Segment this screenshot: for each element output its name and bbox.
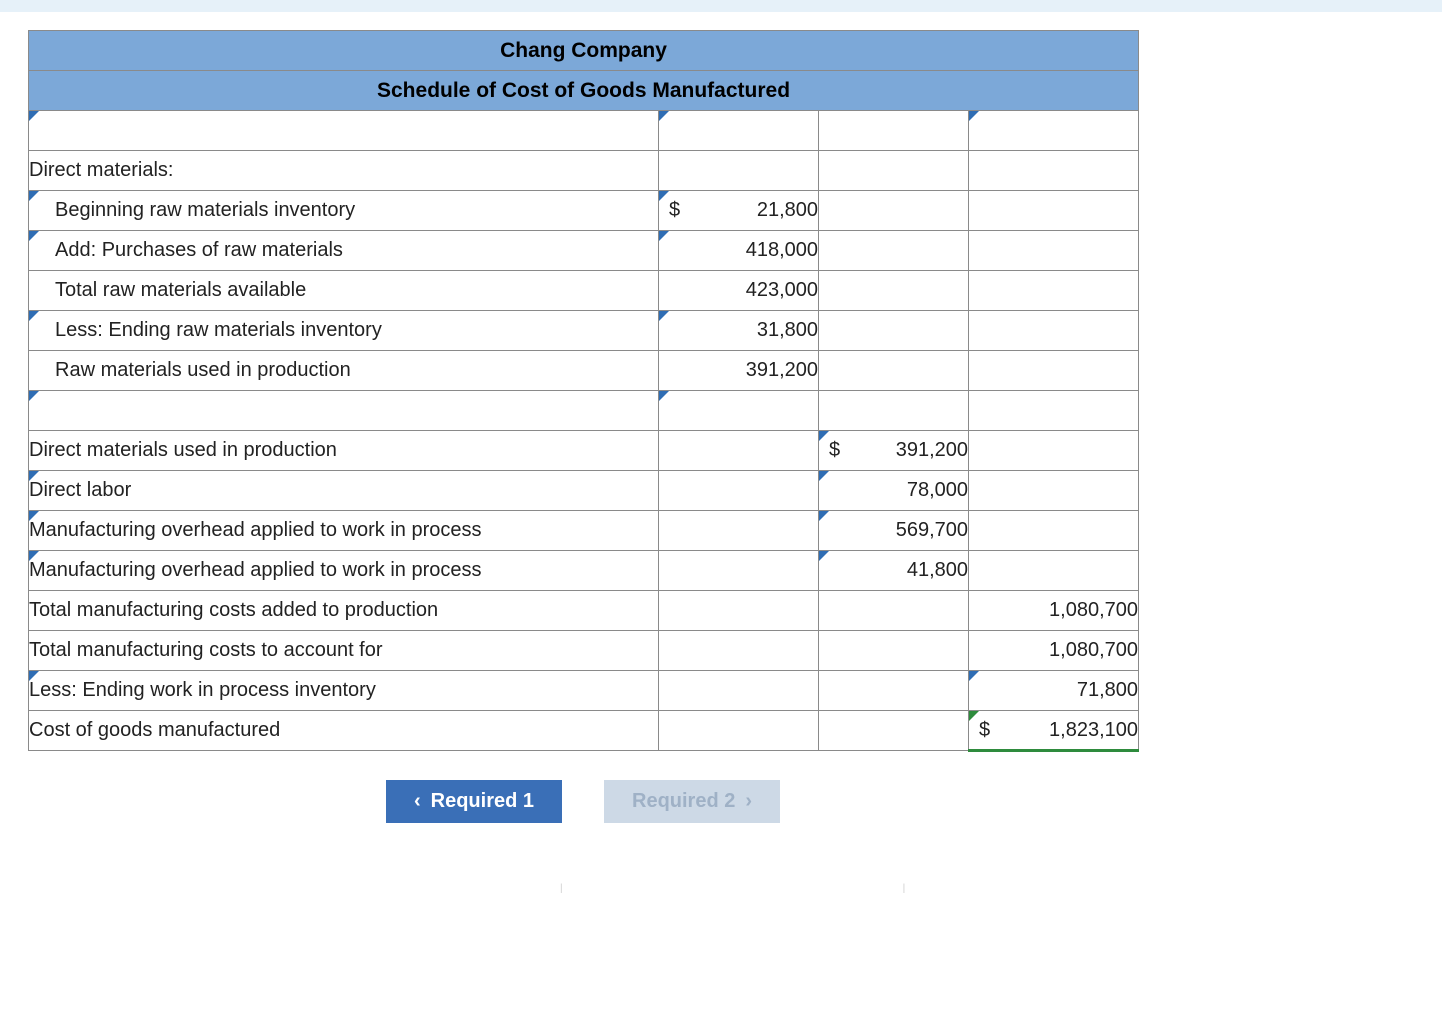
table-row: Direct materials: [29, 151, 1139, 191]
amount-col-1 [659, 591, 819, 631]
table-row: Manufacturing overhead applied to work i… [29, 551, 1139, 591]
amount-col-1[interactable]: 31,800 [659, 311, 819, 351]
amount-col-1: 423,000 [659, 271, 819, 311]
amount-col-3 [969, 511, 1139, 551]
amount-col-3[interactable]: $1,823,100 [969, 711, 1139, 751]
amount-col-2 [819, 351, 969, 391]
table-row: Total raw materials available423,000 [29, 271, 1139, 311]
top-band [0, 0, 1442, 12]
amount-col-2 [819, 151, 969, 191]
chevron-left-icon: ‹ [414, 790, 421, 813]
amount-col-1[interactable] [659, 391, 819, 431]
cogm-table: Chang Company Schedule of Cost of Goods … [28, 30, 1139, 752]
amount-col-1[interactable] [659, 111, 819, 151]
table-row: Manufacturing overhead applied to work i… [29, 511, 1139, 551]
amount-col-3: 1,080,700 [969, 591, 1139, 631]
amount-col-2 [819, 271, 969, 311]
table-row: Cost of goods manufactured $1,823,100 [29, 711, 1139, 751]
amount-col-3 [969, 431, 1139, 471]
amount-col-1: 391,200 [659, 351, 819, 391]
company-header: Chang Company [29, 31, 1139, 71]
amount-col-3[interactable]: 71,800 [969, 671, 1139, 711]
amount-col-3 [969, 231, 1139, 271]
row-label[interactable]: Manufacturing overhead applied to work i… [29, 551, 659, 591]
amount-col-3 [969, 271, 1139, 311]
row-label: Direct materials used in production [29, 431, 659, 471]
row-label[interactable]: Less: Ending raw materials inventory [29, 311, 659, 351]
amount-col-1 [659, 511, 819, 551]
row-label: Raw materials used in production [29, 351, 659, 391]
row-label: Direct materials: [29, 151, 659, 191]
step-nav: ‹ Required 1 Required 2 › [28, 780, 1138, 823]
row-label: Total manufacturing costs to account for [29, 631, 659, 671]
amount-col-2 [819, 671, 969, 711]
amount-col-2 [819, 711, 969, 751]
table-row: Direct labor 78,000 [29, 471, 1139, 511]
amount-col-2[interactable]: $391,200 [819, 431, 969, 471]
row-label[interactable] [29, 111, 659, 151]
row-label: Total manufacturing costs added to produ… [29, 591, 659, 631]
amount-col-3 [969, 151, 1139, 191]
amount-col-2 [819, 311, 969, 351]
amount-col-2 [819, 191, 969, 231]
table-row: Less: Ending work in process inventory 71… [29, 671, 1139, 711]
amount-col-3 [969, 551, 1139, 591]
table-row: Direct materials used in production $391,… [29, 431, 1139, 471]
amount-col-3 [969, 311, 1139, 351]
amount-col-2 [819, 231, 969, 271]
schedule-title: Schedule of Cost of Goods Manufactured [29, 71, 1139, 111]
amount-col-1 [659, 631, 819, 671]
amount-col-1 [659, 551, 819, 591]
amount-col-3 [969, 191, 1139, 231]
amount-col-1 [659, 711, 819, 751]
worksheet: Chang Company Schedule of Cost of Goods … [28, 30, 1138, 752]
table-row: Add: Purchases of raw materials418,000 [29, 231, 1139, 271]
amount-col-2[interactable]: 569,700 [819, 511, 969, 551]
amount-col-1 [659, 671, 819, 711]
row-label[interactable]: Direct labor [29, 471, 659, 511]
table-row [29, 111, 1139, 151]
amount-col-1 [659, 151, 819, 191]
amount-col-2 [819, 631, 969, 671]
table-row: Total manufacturing costs added to produ… [29, 591, 1139, 631]
row-label[interactable] [29, 391, 659, 431]
table-row: Less: Ending raw materials inventory31,8… [29, 311, 1139, 351]
table-row: Total manufacturing costs to account for… [29, 631, 1139, 671]
row-label[interactable]: Beginning raw materials inventory [29, 191, 659, 231]
amount-col-1[interactable]: 418,000 [659, 231, 819, 271]
amount-col-2 [819, 591, 969, 631]
row-label: Total raw materials available [29, 271, 659, 311]
amount-col-2 [819, 391, 969, 431]
table-row [29, 391, 1139, 431]
row-label[interactable]: Manufacturing overhead applied to work i… [29, 511, 659, 551]
required-1-button[interactable]: ‹ Required 1 [386, 780, 562, 823]
table-row: Raw materials used in production391,200 [29, 351, 1139, 391]
amount-col-1 [659, 431, 819, 471]
chevron-right-icon: › [745, 790, 752, 813]
footer-ticks: || [0, 883, 1442, 894]
amount-col-3 [969, 471, 1139, 511]
amount-col-3: 1,080,700 [969, 631, 1139, 671]
amount-col-2[interactable]: 41,800 [819, 551, 969, 591]
row-label[interactable]: Less: Ending work in process inventory [29, 671, 659, 711]
amount-col-1[interactable]: $21,800 [659, 191, 819, 231]
nav-next-label: Required 2 [632, 790, 735, 813]
nav-prev-label: Required 1 [431, 790, 534, 813]
amount-col-2[interactable]: 78,000 [819, 471, 969, 511]
row-label[interactable]: Add: Purchases of raw materials [29, 231, 659, 271]
amount-col-3 [969, 391, 1139, 431]
table-row: Beginning raw materials inventory$21,800 [29, 191, 1139, 231]
amount-col-1 [659, 471, 819, 511]
amount-col-2 [819, 111, 969, 151]
amount-col-3 [969, 351, 1139, 391]
row-label: Cost of goods manufactured [29, 711, 659, 751]
required-2-button[interactable]: Required 2 › [604, 780, 780, 823]
amount-col-3[interactable] [969, 111, 1139, 151]
